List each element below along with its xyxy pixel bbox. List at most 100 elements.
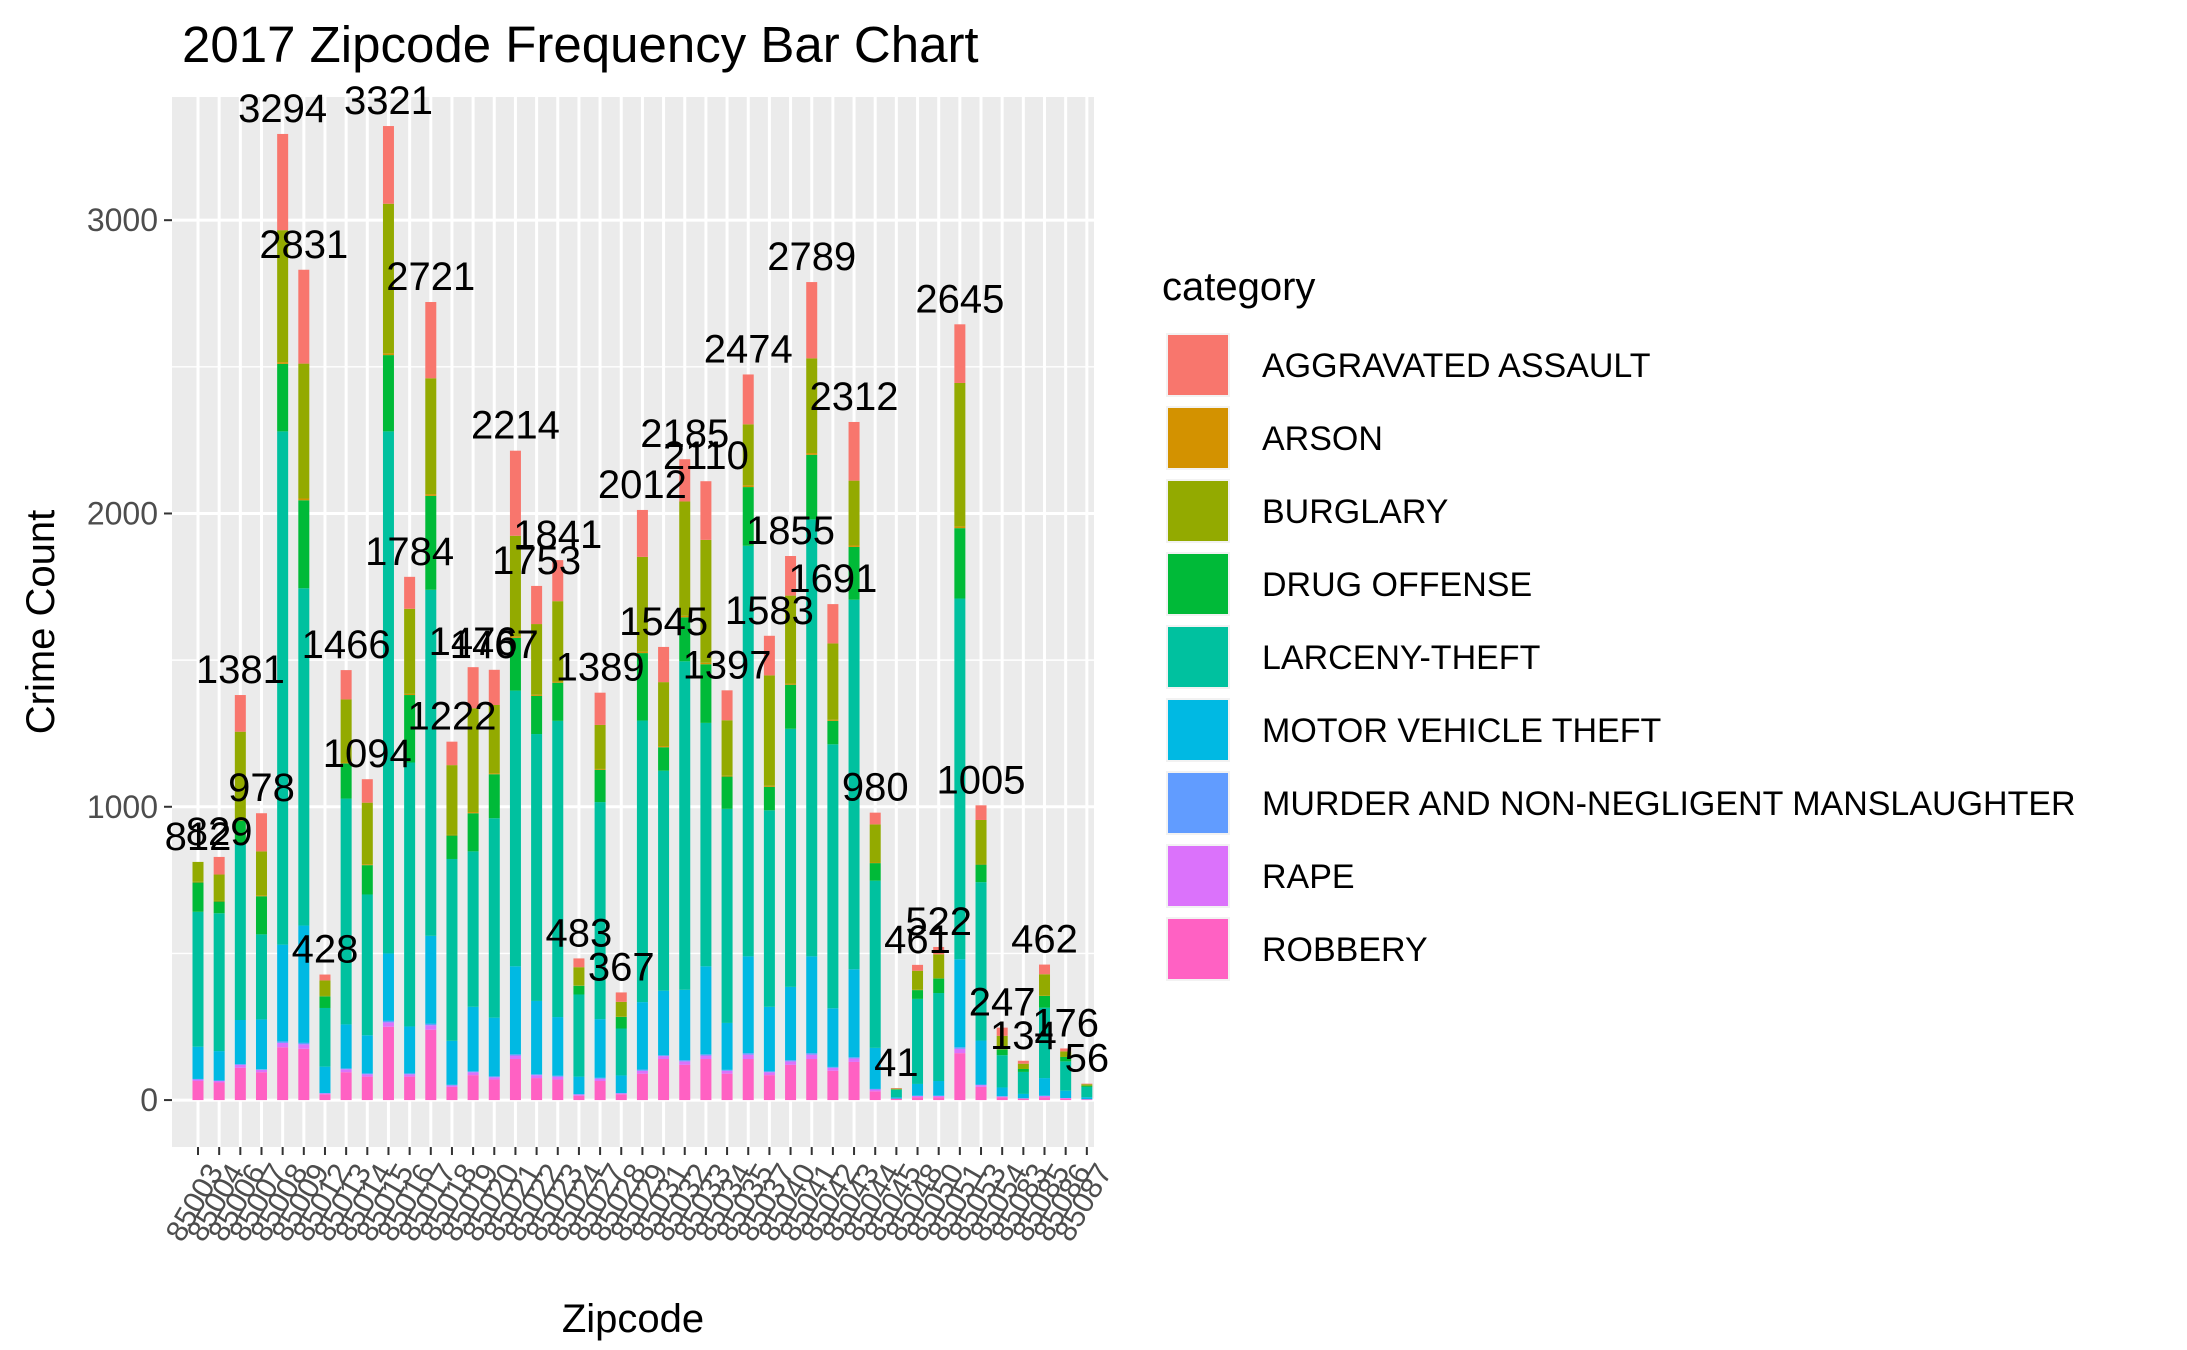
bar-segment: [594, 1019, 606, 1078]
bar-segment: [298, 500, 310, 589]
bar-segment: [552, 720, 564, 1018]
bar-segment: [298, 1044, 310, 1049]
bar-segment: [531, 734, 543, 1001]
bar-segment: [573, 994, 585, 1077]
bar-segment: [234, 819, 246, 821]
bar-segment: [594, 768, 606, 770]
total-label: 2789: [767, 235, 856, 279]
bar-segment: [912, 1095, 924, 1098]
bar-segment: [869, 1088, 881, 1090]
bar-segment: [1060, 1048, 1072, 1052]
total-label: 978: [228, 766, 295, 810]
bar-segment: [234, 1020, 246, 1064]
total-label: 2214: [471, 404, 560, 448]
bar-segment: [869, 1089, 881, 1092]
bar-segment: [467, 812, 479, 814]
bar-segment: [425, 1029, 437, 1101]
legend-swatch: [1168, 481, 1228, 541]
bar-segment: [1081, 1099, 1093, 1101]
bar-segment: [425, 302, 437, 379]
bar-segment: [594, 1078, 606, 1082]
bar-segment: [954, 959, 966, 1048]
bar-segment: [213, 913, 225, 1052]
bar-segment: [425, 494, 437, 496]
bar-segment: [721, 775, 733, 777]
bar-segment: [890, 1098, 902, 1101]
bar-segment: [615, 1028, 627, 1076]
bar-segment: [213, 1080, 225, 1082]
bar-segment: [827, 1066, 839, 1068]
bar-segment: [636, 556, 648, 652]
bar-segment: [488, 1017, 500, 1077]
bar-segment: [192, 1046, 204, 1079]
bar-segment: [954, 526, 966, 529]
bar-segment: [1017, 1098, 1029, 1101]
bar-segment: [446, 1040, 458, 1085]
bar-segment: [827, 1070, 839, 1101]
bar-segment: [255, 895, 267, 897]
bar-segment: [255, 1072, 267, 1101]
bar-segment: [340, 699, 352, 763]
bar-segment: [869, 1091, 881, 1101]
bar-segment: [848, 1061, 860, 1101]
bar-segment: [785, 1060, 797, 1062]
bar-segment: [700, 722, 712, 967]
bar-segment: [890, 1097, 902, 1099]
total-label: 2012: [598, 463, 687, 507]
bar-segment: [636, 1069, 648, 1071]
bar-segment: [594, 724, 606, 769]
total-label: 247: [969, 981, 1036, 1025]
bar-segment: [785, 683, 797, 685]
bar-segment: [636, 1002, 648, 1070]
bar-segment: [340, 670, 352, 700]
bar-segment: [340, 763, 352, 799]
bar-segment: [404, 693, 416, 696]
legend-label: LARCENY-THEFT: [1262, 639, 1540, 677]
bar-segment: [742, 487, 754, 546]
bar-segment: [785, 1061, 797, 1065]
bar-segment: [213, 1081, 225, 1083]
bar-segment: [509, 1055, 521, 1060]
bar-segment: [594, 802, 606, 1020]
bar-segment: [742, 424, 754, 486]
bar-segment: [531, 1078, 543, 1101]
bar-segment: [319, 1093, 331, 1095]
bar-segment: [1060, 1090, 1072, 1099]
bar-segment: [446, 765, 458, 835]
bar-segment: [1039, 1078, 1051, 1096]
bar-segment: [488, 818, 500, 1018]
bar-segment: [467, 851, 479, 1007]
bar-segment: [488, 774, 500, 819]
bar-segment: [404, 1026, 416, 1074]
bar-segment: [890, 1089, 902, 1098]
legend-swatch: [1168, 700, 1228, 760]
bar-segment: [1060, 1098, 1072, 1101]
bar-segment: [1017, 1060, 1029, 1064]
bar-segment: [721, 776, 733, 809]
bar-segment: [890, 1088, 902, 1089]
bar-segment: [298, 588, 310, 926]
bars: [192, 126, 1093, 1101]
y-axis: 0 1000 2000 3000: [87, 202, 172, 1118]
bar-segment: [658, 746, 670, 748]
bar-segment: [763, 635, 775, 676]
bar-segment: [531, 1074, 543, 1076]
bar-segment: [848, 599, 860, 970]
x-axis: 8500385004850068500785008850098501285013…: [160, 1147, 1119, 1247]
bar-segment: [552, 1076, 564, 1080]
bar-segment: [806, 1059, 818, 1101]
bar-segment: [996, 1097, 1008, 1101]
y-tick-label: 3000: [87, 202, 158, 238]
bar-segment: [636, 720, 648, 1003]
total-label: 367: [588, 945, 655, 989]
bar-segment: [700, 481, 712, 540]
bar-segment: [319, 974, 331, 981]
bar-segment: [679, 989, 691, 1061]
bar-segment: [869, 1047, 881, 1089]
legend-label: AGGRAVATED ASSAULT: [1262, 347, 1651, 385]
bar-segment: [1017, 1071, 1029, 1094]
total-label: 1545: [619, 600, 708, 644]
bar-segment: [975, 1085, 987, 1087]
bar-segment: [552, 1079, 564, 1101]
legend-label: RAPE: [1262, 858, 1355, 896]
